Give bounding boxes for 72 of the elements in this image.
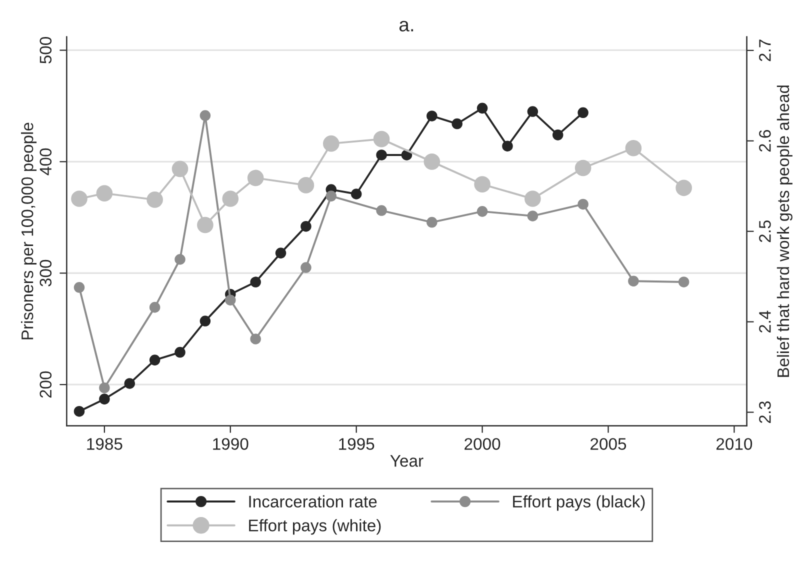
point bbox=[149, 354, 160, 366]
point bbox=[625, 140, 642, 156]
y2-tick-label: 2.3 bbox=[759, 401, 771, 423]
point bbox=[350, 188, 362, 200]
point bbox=[250, 334, 261, 344]
legend-label: Incarceration rate bbox=[249, 495, 377, 508]
point bbox=[71, 190, 88, 207]
point bbox=[476, 206, 488, 217]
point bbox=[376, 205, 387, 216]
point bbox=[247, 170, 264, 186]
point bbox=[676, 180, 692, 196]
point bbox=[96, 185, 113, 202]
point bbox=[678, 276, 690, 288]
point bbox=[222, 190, 239, 207]
point bbox=[197, 216, 214, 234]
point bbox=[527, 210, 538, 222]
point bbox=[376, 150, 387, 160]
chart-title: a. bbox=[399, 20, 414, 32]
point bbox=[300, 262, 312, 273]
point bbox=[200, 316, 211, 326]
y-tick-label: 300 bbox=[40, 260, 52, 286]
y2-tick-label: 2.5 bbox=[759, 220, 771, 242]
point bbox=[174, 254, 186, 265]
point bbox=[200, 110, 211, 121]
x-tick-label: 1995 bbox=[339, 438, 374, 450]
point bbox=[298, 177, 314, 194]
point bbox=[124, 378, 136, 389]
y2-axis-title: Belief that hard work gets people ahead bbox=[776, 86, 792, 377]
legend-label: Effort pays (black) bbox=[513, 495, 645, 511]
point bbox=[149, 302, 160, 313]
y-tick-label: 200 bbox=[40, 371, 52, 398]
point bbox=[250, 276, 261, 288]
point bbox=[502, 140, 513, 152]
point bbox=[172, 160, 188, 178]
point bbox=[99, 382, 110, 394]
point bbox=[74, 406, 85, 417]
point bbox=[426, 216, 438, 228]
y2-tick-label: 2.7 bbox=[759, 40, 771, 62]
point bbox=[426, 110, 438, 122]
x-tick-label: 2010 bbox=[716, 438, 752, 450]
point bbox=[225, 294, 236, 306]
y2-tick-label: 2.4 bbox=[759, 310, 771, 333]
y2-tick-label: 2.6 bbox=[759, 130, 771, 152]
point bbox=[146, 192, 163, 208]
point bbox=[74, 282, 85, 293]
point bbox=[275, 248, 286, 258]
point bbox=[524, 190, 541, 207]
y-tick-label: 400 bbox=[40, 148, 52, 176]
point bbox=[174, 346, 186, 358]
point bbox=[300, 220, 312, 232]
x-tick-label: 2005 bbox=[590, 438, 626, 450]
x-tick-label: 2000 bbox=[464, 438, 500, 450]
point bbox=[527, 106, 538, 117]
point bbox=[552, 130, 564, 140]
point bbox=[326, 190, 337, 202]
legend-label: Effort pays (white) bbox=[249, 519, 381, 535]
point bbox=[574, 160, 592, 176]
x-tick-label: 1985 bbox=[87, 438, 122, 450]
point bbox=[474, 176, 490, 192]
point bbox=[424, 154, 440, 170]
point bbox=[373, 130, 390, 148]
y-tick-label: 500 bbox=[40, 36, 52, 64]
y-axis-title: Prisoners per 100,000 people bbox=[20, 122, 37, 340]
point bbox=[628, 276, 639, 286]
x-tick-label: 1990 bbox=[213, 438, 248, 450]
x-axis-title: Year bbox=[390, 455, 424, 467]
point bbox=[99, 394, 110, 404]
point bbox=[322, 135, 340, 152]
point bbox=[476, 102, 488, 114]
point bbox=[452, 118, 462, 130]
point bbox=[578, 198, 588, 210]
point bbox=[578, 107, 588, 118]
